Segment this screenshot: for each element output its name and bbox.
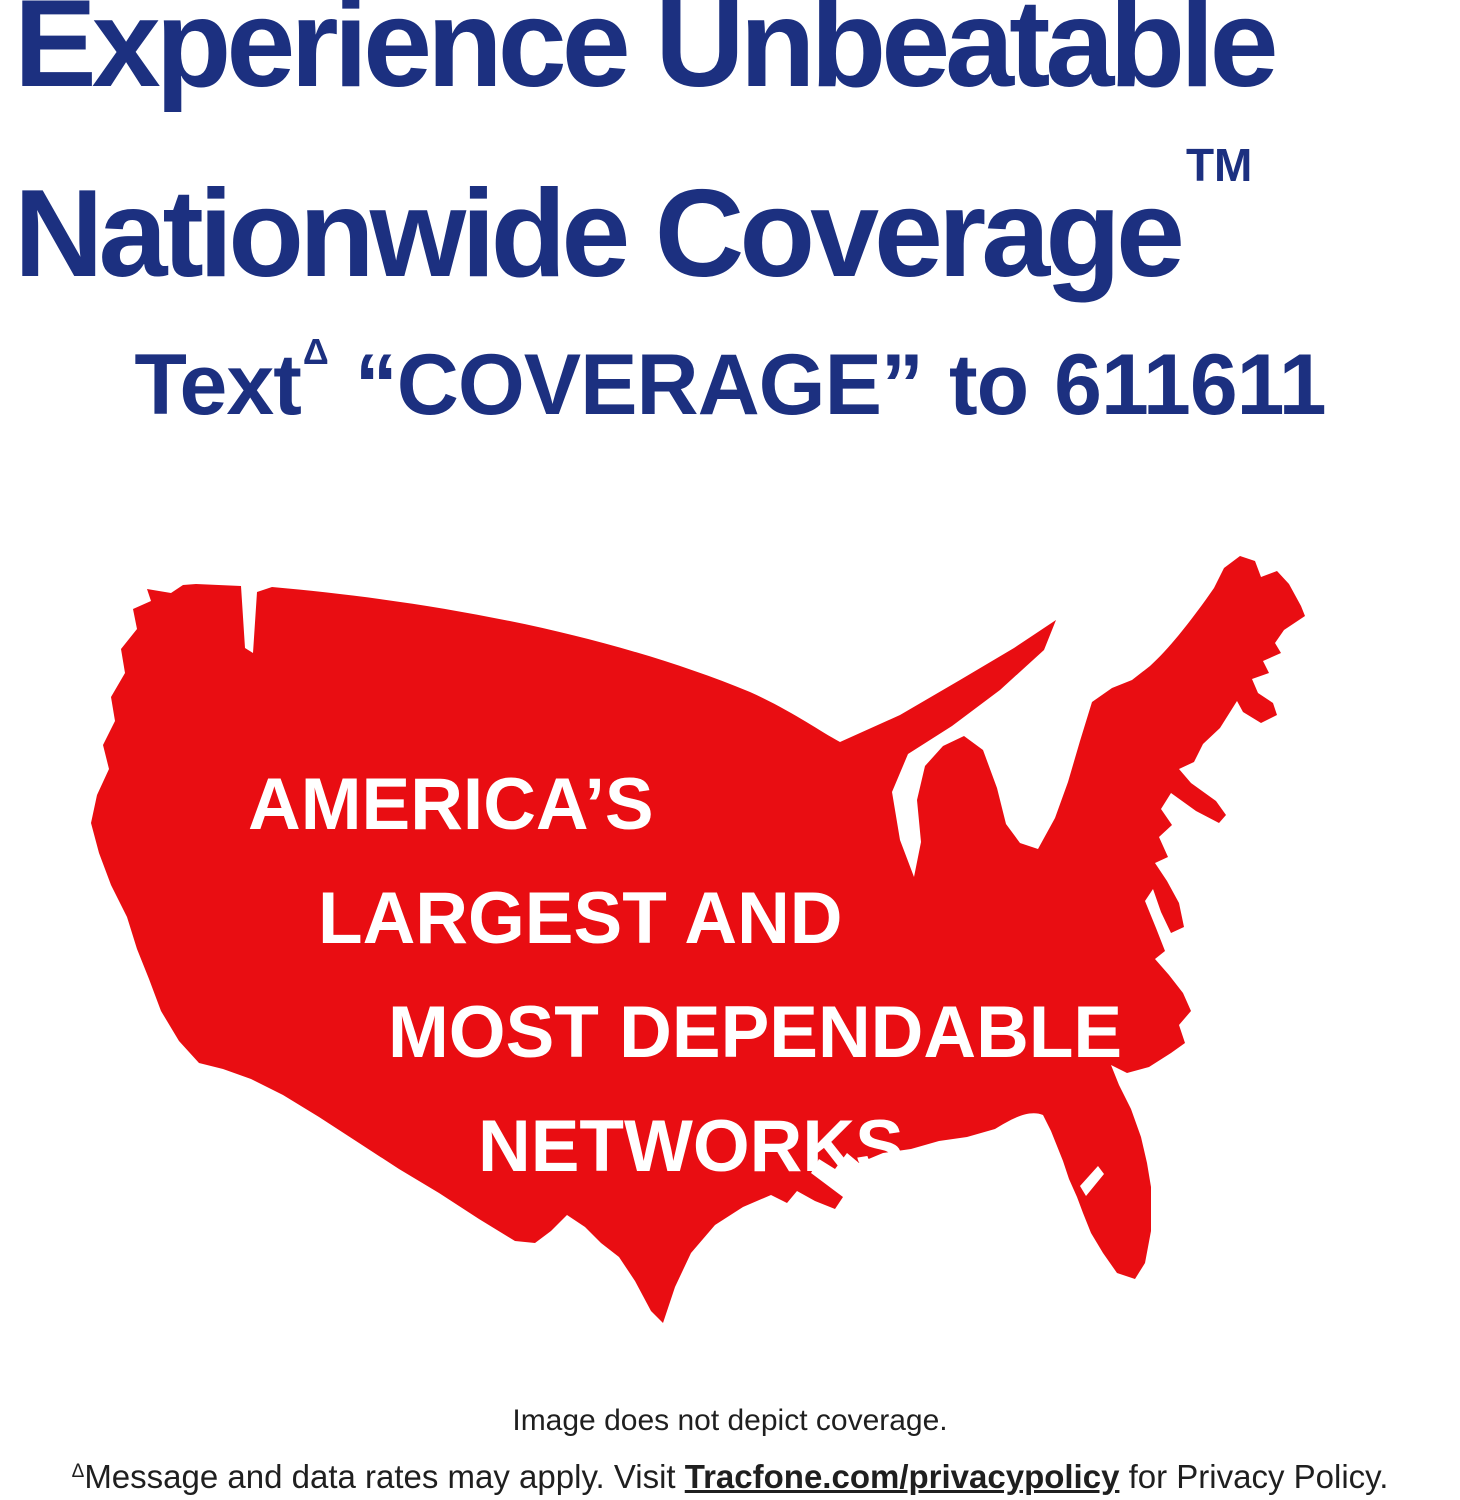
cta-shortcode: 611611	[1054, 337, 1326, 433]
cta-prefix: Text	[134, 337, 301, 433]
usa-map-path	[91, 556, 1305, 1323]
cta-keyword: “COVERAGE”	[354, 337, 924, 433]
headline: Experience Unbeatable Nationwide Coverag…	[14, 0, 1279, 355]
footnote-before-link: Message and data rates may apply. Visit	[84, 1458, 685, 1495]
usa-map	[60, 540, 1360, 1350]
trademark-superscript: TM	[1185, 139, 1253, 191]
cta-connector: to	[948, 337, 1029, 433]
headline-line2: Nationwide Coverage TM	[14, 139, 1253, 303]
usa-map-silhouette	[91, 556, 1305, 1323]
footnote-text: ΔMessage and data rates may apply. Visit…	[0, 1458, 1460, 1496]
cta-line: TextΔ “COVERAGE” to 611611	[0, 331, 1460, 435]
privacy-policy-link[interactable]: Tracfone.com/privacypolicy	[684, 1458, 1120, 1495]
footnote-after-link: for Privacy Policy.	[1119, 1458, 1389, 1495]
cta-delta-superscript: Δ	[302, 331, 329, 372]
headline-line1: Experience Unbeatable	[14, 0, 1279, 113]
footnote-delta-superscript: Δ	[71, 1461, 85, 1482]
disclaimer-text: Image does not depict coverage.	[512, 1404, 948, 1437]
